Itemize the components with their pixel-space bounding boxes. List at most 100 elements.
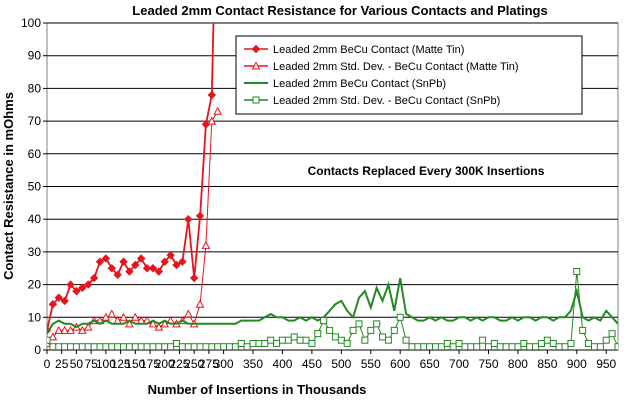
data-point: [555, 343, 563, 350]
data-point: [201, 240, 211, 249]
data-point: [67, 343, 75, 350]
data-point: [537, 339, 545, 347]
x-tick-label: 350: [243, 357, 263, 371]
data-point: [573, 268, 581, 276]
y-tick-label: 80: [28, 81, 42, 95]
data-point: [55, 343, 63, 350]
legend-label: Leaded 2mm Std. Dev. - BeCu Contact (Mat…: [273, 61, 519, 73]
data-point: [154, 322, 164, 331]
legend-label: Leaded 2mm BeCu Contact (SnPb): [273, 78, 446, 90]
data-point: [432, 343, 440, 350]
data-point: [54, 293, 63, 302]
data-point: [208, 343, 216, 350]
data-point: [119, 312, 128, 321]
data-point: [484, 343, 492, 350]
series-snpb-std-dev: [47, 268, 618, 350]
series-line: [47, 277, 618, 335]
data-point: [49, 343, 57, 350]
legend-marker: [251, 44, 261, 54]
data-point: [54, 325, 64, 334]
data-point: [90, 343, 98, 350]
data-point: [479, 336, 487, 344]
data-point: [367, 326, 375, 334]
data-point: [502, 343, 510, 350]
x-tick-label: 75: [84, 357, 98, 371]
data-point: [308, 339, 316, 347]
data-point: [72, 286, 81, 296]
data-point: [189, 273, 199, 283]
data-point: [114, 343, 122, 350]
data-point: [349, 326, 357, 334]
data-point: [83, 322, 93, 331]
data-point: [173, 339, 181, 347]
data-point: [120, 343, 128, 350]
x-tick-label: 850: [537, 357, 557, 371]
data-point: [83, 280, 93, 289]
data-point: [136, 254, 146, 263]
data-point: [455, 339, 463, 347]
y-tick-label: 30: [28, 245, 42, 259]
x-tick-label: 250: [184, 357, 204, 371]
data-point: [142, 264, 152, 273]
data-point: [143, 343, 151, 350]
data-point: [361, 336, 369, 344]
data-point: [467, 343, 475, 350]
data-point: [78, 343, 86, 350]
data-point: [231, 343, 239, 350]
data-point: [131, 260, 140, 270]
data-point: [195, 299, 205, 308]
data-point: [155, 343, 163, 350]
data-point: [183, 309, 193, 318]
y-tick-label: 20: [28, 278, 42, 292]
data-point: [585, 339, 593, 347]
x-tick-label: 175: [140, 357, 160, 371]
data-point: [326, 326, 334, 334]
data-point: [102, 343, 110, 350]
data-point: [261, 339, 269, 347]
data-point: [290, 333, 298, 341]
data-point: [514, 343, 522, 350]
y-tick-label: 90: [28, 49, 42, 63]
data-point: [490, 339, 498, 347]
x-tick-label: 100: [96, 357, 116, 371]
data-point: [113, 270, 122, 279]
data-point: [89, 273, 99, 283]
data-point: [160, 319, 170, 328]
legend-label: Leaded 2mm Std. Dev. - BeCu Contact (SnP…: [273, 95, 500, 107]
data-point: [125, 267, 134, 276]
data-point: [60, 325, 69, 334]
data-point: [408, 343, 416, 350]
data-point: [190, 343, 198, 350]
data-point: [96, 343, 104, 350]
y-axis-ticks: 0 10 20 30 40 50 60 70 80 90 100: [21, 16, 47, 357]
data-point: [296, 336, 304, 344]
data-point: [461, 343, 469, 350]
annotation-text: Contacts Replaced Every 300K Insertions: [308, 164, 545, 178]
x-tick-label: 750: [478, 357, 498, 371]
data-point: [414, 343, 422, 350]
data-point: [255, 339, 263, 347]
y-tick-label: 40: [28, 212, 42, 226]
y-tick-label: 50: [28, 180, 42, 194]
data-point: [302, 336, 310, 344]
data-point: [207, 90, 217, 100]
data-point: [267, 336, 275, 344]
x-tick-label: 600: [390, 357, 410, 371]
x-tick-label: 500: [331, 357, 351, 371]
legend-item-matte-tin-std-dev: Leaded 2mm Std. Dev. - BeCu Contact (Mat…: [244, 61, 519, 73]
legend-marker: [252, 96, 260, 104]
data-point: [148, 319, 158, 328]
data-point: [549, 339, 557, 347]
data-point: [214, 343, 222, 350]
data-point: [172, 260, 181, 270]
data-point: [161, 343, 169, 350]
y-axis-title: Contact Resistance in mOhms: [1, 92, 16, 280]
data-point: [543, 336, 551, 344]
data-point: [526, 343, 534, 350]
data-point: [590, 343, 598, 350]
legend-box: [235, 35, 583, 115]
data-point: [273, 339, 281, 347]
data-point: [195, 211, 205, 221]
data-point: [384, 336, 392, 344]
